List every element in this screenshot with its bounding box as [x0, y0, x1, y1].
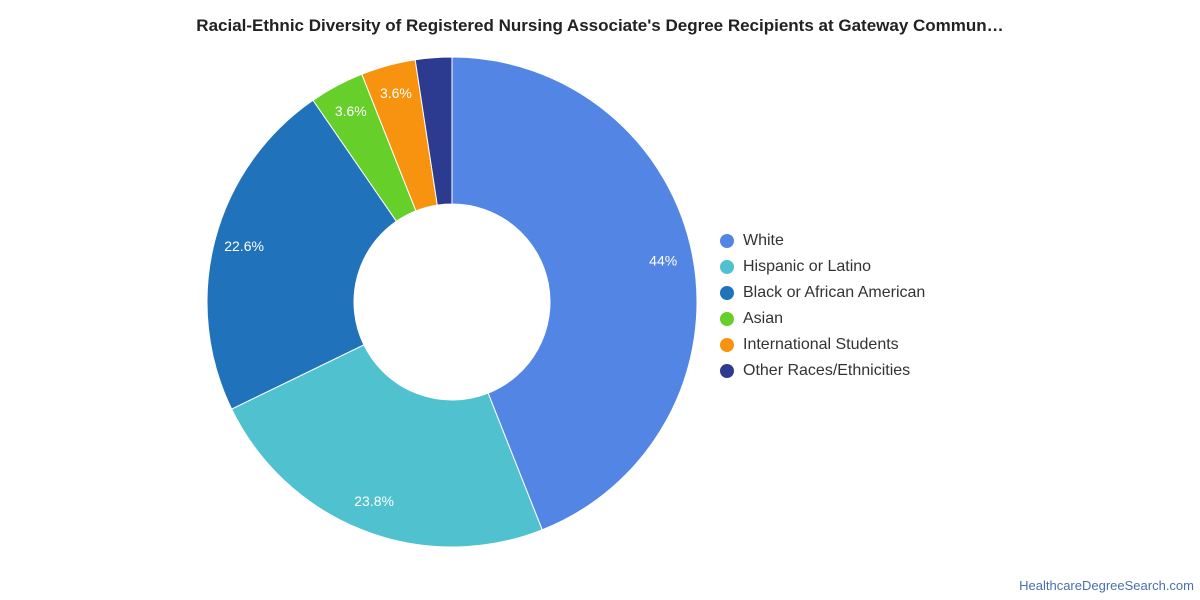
legend-swatch [720, 364, 734, 378]
legend-swatch [720, 312, 734, 326]
legend-item-other-races-ethnicities[interactable]: Other Races/Ethnicities [720, 358, 925, 384]
slice-label-hispanic-or-latino: 23.8% [354, 493, 394, 509]
source-link[interactable]: HealthcareDegreeSearch.com [1019, 578, 1194, 593]
legend-swatch [720, 286, 734, 300]
legend-label: International Students [743, 336, 899, 353]
slice-white[interactable] [451, 56, 698, 531]
slice-hispanic-or-latino[interactable] [230, 344, 543, 548]
legend-swatch [720, 338, 734, 352]
legend-label: Black or African American [743, 284, 926, 301]
legend-item-hispanic-or-latino[interactable]: Hispanic or Latino [720, 254, 925, 280]
chart-title: Racial-Ethnic Diversity of Registered Nu… [196, 16, 1004, 35]
legend-swatch [720, 260, 734, 274]
slice-label-asian: 3.6% [335, 103, 367, 119]
legend-item-white[interactable]: White [720, 228, 925, 254]
legend-label: Other Races/Ethnicities [743, 362, 911, 379]
slice-other-races-ethnicities[interactable] [414, 56, 453, 206]
chart-legend: White Hispanic or Latino Black or African … [720, 228, 925, 384]
slice-label-international-students: 3.6% [380, 85, 412, 101]
legend-label: Asian [743, 310, 784, 327]
legend-item-asian[interactable]: Asian [720, 306, 925, 332]
legend-label: White [743, 232, 784, 249]
legend-item-international-students[interactable]: International Students [720, 332, 925, 358]
slice-black-or-african-american[interactable] [206, 99, 398, 410]
slice-label-black-or-african-american: 22.6% [224, 238, 264, 254]
legend-item-black-or-african-american[interactable]: Black or African American [720, 280, 925, 306]
legend-label: Hispanic or Latino [743, 258, 872, 275]
slice-label-white: 44% [649, 252, 677, 268]
legend-swatch [720, 234, 734, 248]
